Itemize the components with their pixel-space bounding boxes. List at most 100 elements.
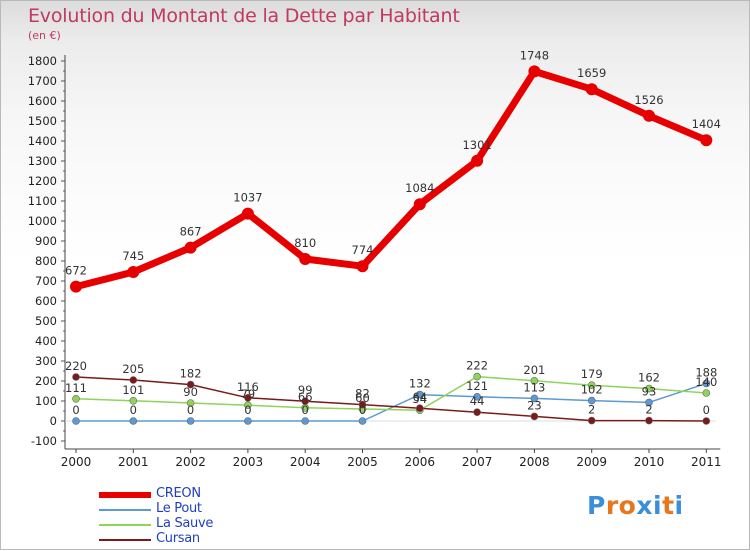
x-tick-label: 2001 — [118, 455, 149, 469]
data-label: 23 — [527, 398, 542, 412]
data-point — [129, 396, 138, 405]
data-point — [645, 398, 653, 407]
data-label: 745 — [122, 249, 144, 263]
data-point — [530, 376, 539, 385]
y-tick-label: 1000 — [28, 214, 57, 228]
data-point — [129, 417, 138, 425]
data-point — [645, 416, 653, 425]
data-point — [186, 380, 195, 389]
data-point — [301, 397, 310, 406]
data-label: 222 — [466, 359, 488, 373]
y-tick-label: 800 — [35, 254, 57, 268]
data-label: 1659 — [577, 66, 606, 80]
data-label: 1526 — [634, 93, 663, 107]
series-line — [75, 376, 708, 422]
data-point — [358, 400, 367, 409]
data-label: 64 — [412, 390, 427, 404]
unit-label: (en €) — [28, 29, 61, 42]
data-point — [473, 372, 481, 381]
data-label: 93 — [642, 384, 657, 398]
data-label: 116 — [237, 380, 259, 394]
data-label: 188 — [695, 365, 717, 379]
legend-label: La Sauve — [156, 516, 214, 531]
y-tick-label: 600 — [35, 294, 57, 308]
data-point — [184, 241, 197, 254]
x-tick-label: 2000 — [61, 455, 92, 469]
logo-letter: P — [587, 491, 606, 520]
data-point — [645, 384, 653, 393]
data-point — [413, 198, 426, 211]
data-label: 2 — [588, 403, 595, 417]
y-tick-label: 700 — [35, 274, 57, 288]
data-label: 140 — [695, 375, 717, 389]
data-point — [301, 417, 310, 425]
data-point — [702, 389, 711, 397]
data-label: 0 — [302, 403, 309, 417]
data-point — [702, 417, 711, 425]
data-label: 1084 — [405, 181, 434, 195]
logo-letter: t — [662, 491, 675, 520]
data-point — [358, 417, 367, 425]
data-point — [72, 394, 80, 403]
data-point — [127, 266, 140, 278]
data-label: 2 — [645, 403, 652, 417]
data-point — [186, 417, 195, 425]
data-label: 1748 — [520, 48, 549, 62]
data-label: 44 — [470, 394, 485, 408]
data-point — [587, 381, 596, 390]
series-line — [75, 382, 708, 422]
y-tick-label: 500 — [35, 314, 57, 328]
data-point — [356, 260, 369, 273]
y-tick-label: 100 — [35, 394, 57, 408]
legend-swatch — [99, 524, 151, 526]
chart-title: Evolution du Montant de la Dette par Hab… — [28, 5, 460, 27]
y-tick-label: 0 — [50, 414, 57, 428]
data-label: 121 — [466, 379, 488, 393]
data-point — [299, 253, 312, 265]
legend-swatch — [99, 539, 151, 541]
data-label: 101 — [122, 383, 144, 397]
data-label: 672 — [65, 264, 87, 278]
legend-label: Cursan — [156, 531, 200, 546]
data-label: 0 — [130, 403, 137, 417]
data-label: 132 — [409, 377, 431, 391]
data-label: 1037 — [233, 191, 262, 205]
x-tick-label: 2010 — [634, 455, 665, 469]
legend-swatch — [99, 492, 151, 498]
data-point — [700, 134, 713, 147]
legend-label: Le Pout — [156, 501, 202, 516]
x-tick-label: 2009 — [576, 455, 607, 469]
data-point — [415, 390, 424, 399]
data-label: 60 — [355, 391, 370, 405]
data-label: 99 — [298, 383, 313, 397]
data-label: 0 — [359, 403, 366, 417]
data-label: 82 — [355, 387, 370, 401]
data-point — [585, 83, 598, 96]
series-line — [75, 375, 708, 411]
y-tick-label: 1700 — [28, 74, 57, 88]
data-label: 162 — [638, 371, 660, 385]
legend-swatch — [99, 509, 151, 511]
x-tick-label: 2003 — [233, 455, 264, 469]
y-tick-label: 900 — [35, 234, 57, 248]
data-point — [643, 109, 655, 122]
data-point — [70, 280, 82, 293]
x-tick-label: 2008 — [519, 455, 550, 469]
data-point — [241, 207, 254, 220]
data-label: 0 — [703, 403, 710, 417]
data-label: 205 — [122, 362, 144, 376]
data-point — [473, 408, 481, 417]
y-tick-label: 1200 — [28, 174, 57, 188]
x-tick-label: 2004 — [290, 455, 321, 469]
data-point — [244, 417, 252, 425]
logo-letter: i — [674, 491, 684, 520]
y-tick-label: 1300 — [28, 154, 57, 168]
logo-letter: r — [605, 491, 619, 520]
data-label: 0 — [244, 403, 251, 417]
data-label: 1301 — [462, 138, 491, 152]
data-point — [72, 373, 80, 381]
x-tick-label: 2011 — [691, 455, 722, 469]
proxiti-logo: Proxiti — [587, 491, 684, 520]
data-point — [530, 394, 539, 403]
